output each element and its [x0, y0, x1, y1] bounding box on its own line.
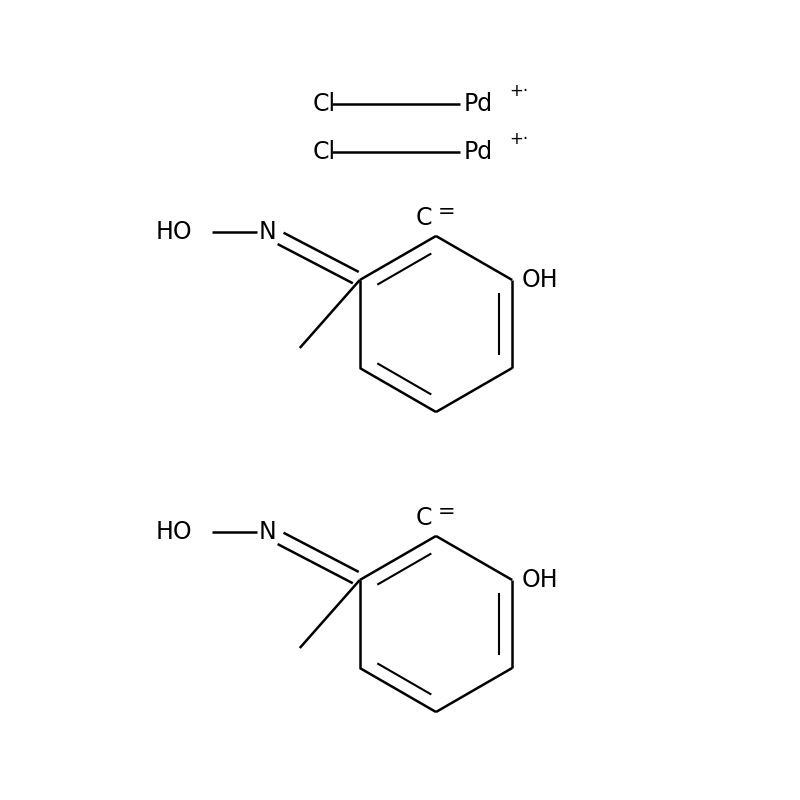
Text: Pd: Pd	[464, 92, 493, 116]
Text: C: C	[415, 506, 432, 530]
Text: =: =	[438, 202, 455, 222]
Text: =: =	[438, 502, 455, 522]
Text: Cl: Cl	[313, 92, 336, 116]
Text: C: C	[415, 206, 432, 230]
Text: Cl: Cl	[313, 140, 336, 164]
Text: Pd: Pd	[464, 140, 493, 164]
Text: OH: OH	[522, 268, 558, 292]
Text: N: N	[259, 520, 277, 544]
Text: +·: +·	[510, 82, 529, 100]
Text: HO: HO	[155, 520, 192, 544]
Text: HO: HO	[155, 220, 192, 244]
Text: N: N	[259, 220, 277, 244]
Text: +·: +·	[510, 130, 529, 148]
Text: OH: OH	[522, 568, 558, 592]
